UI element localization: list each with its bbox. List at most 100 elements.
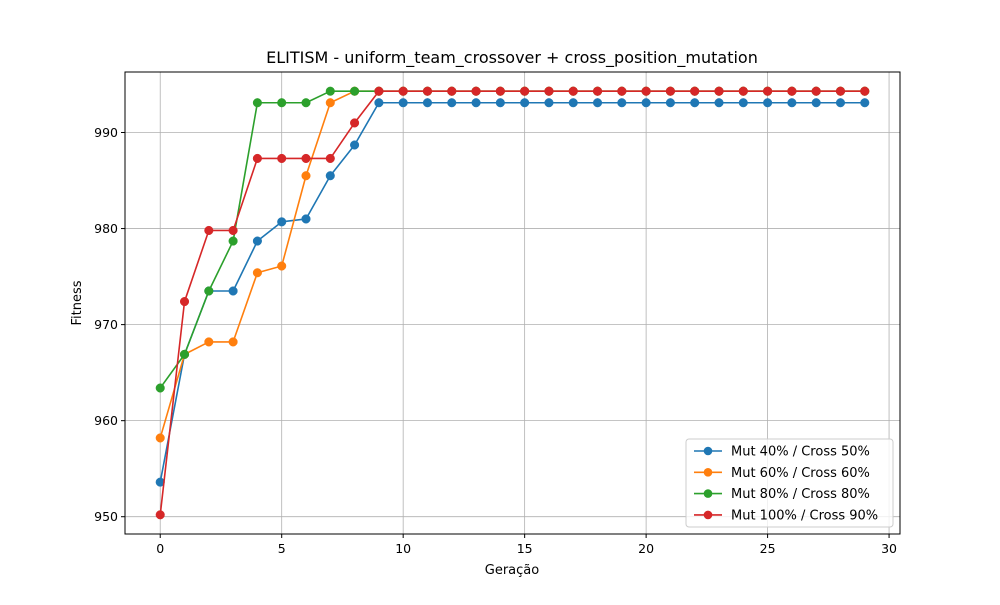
data-point xyxy=(471,86,481,96)
grid xyxy=(125,72,900,534)
series-layer xyxy=(155,86,870,520)
data-point xyxy=(301,153,311,163)
legend-marker xyxy=(703,446,713,456)
data-point xyxy=(228,337,238,347)
data-point xyxy=(860,86,870,96)
data-point xyxy=(325,171,335,181)
legend-entry: Mut 100% / Cross 90% xyxy=(694,508,878,523)
y-tick-label: 970 xyxy=(94,317,118,332)
data-point xyxy=(714,98,724,108)
x-tick-label: 15 xyxy=(517,541,533,556)
x-tick-label: 30 xyxy=(881,541,897,556)
legend-entry: Mut 40% / Cross 50% xyxy=(694,445,870,460)
data-point xyxy=(690,98,700,108)
data-point xyxy=(738,86,748,96)
data-point xyxy=(325,86,335,96)
x-tick-label: 25 xyxy=(760,541,776,556)
data-point xyxy=(277,98,287,108)
x-axis-label: Geração xyxy=(485,563,539,578)
data-point xyxy=(714,86,724,96)
data-point xyxy=(544,98,554,108)
data-point xyxy=(617,98,627,108)
data-point xyxy=(325,153,335,163)
chart-title: ELITISM - uniform_team_crossover + cross… xyxy=(266,48,758,68)
legend-marker xyxy=(703,468,713,477)
data-point xyxy=(228,236,238,246)
series-4 xyxy=(155,86,870,520)
data-point xyxy=(179,297,190,307)
data-point xyxy=(568,98,578,108)
data-point xyxy=(398,98,408,108)
data-point xyxy=(592,98,603,108)
data-point xyxy=(835,86,846,96)
data-point xyxy=(350,140,360,150)
legend-label: Mut 100% / Cross 90% xyxy=(731,508,878,523)
y-tick-label: 950 xyxy=(94,509,118,524)
data-point xyxy=(641,98,651,108)
data-point xyxy=(179,349,190,359)
data-point xyxy=(277,217,287,227)
data-point xyxy=(422,98,433,108)
data-point xyxy=(763,86,773,96)
data-point xyxy=(495,86,505,96)
x-tick-label: 0 xyxy=(156,541,164,556)
x-tick-label: 10 xyxy=(395,541,411,556)
legend-label: Mut 40% / Cross 50% xyxy=(731,445,870,460)
data-point xyxy=(495,98,505,108)
data-point xyxy=(422,86,433,96)
data-point xyxy=(325,98,335,108)
data-point xyxy=(204,337,214,347)
data-point xyxy=(690,86,700,96)
data-point xyxy=(155,383,165,393)
legend-marker xyxy=(703,510,713,520)
data-point xyxy=(763,98,773,108)
data-point xyxy=(155,433,165,443)
data-point xyxy=(617,86,627,96)
data-point xyxy=(301,171,311,181)
y-tick-label: 960 xyxy=(94,413,118,428)
data-point xyxy=(252,153,262,163)
data-point xyxy=(665,86,675,96)
plot-frame xyxy=(124,71,901,535)
legend-entry: Mut 60% / Cross 60% xyxy=(694,466,870,481)
data-point xyxy=(277,261,287,271)
data-point xyxy=(787,86,797,96)
data-point xyxy=(835,98,846,108)
data-point xyxy=(252,98,262,108)
legend-marker xyxy=(703,489,713,498)
y-tick-label: 980 xyxy=(94,221,118,236)
x-tick-label: 20 xyxy=(638,541,654,556)
ticks: 0 5 10 15 20 25 30 950 960 970 980 990 xyxy=(94,125,897,556)
data-point xyxy=(544,86,554,96)
data-point xyxy=(301,214,311,224)
legend-entry: Mut 80% / Cross 80% xyxy=(694,487,870,502)
data-point xyxy=(447,86,457,96)
data-point xyxy=(252,236,262,246)
legend-label: Mut 80% / Cross 80% xyxy=(731,487,870,502)
data-point xyxy=(738,98,748,108)
data-point xyxy=(277,153,287,163)
legend-label: Mut 60% / Cross 60% xyxy=(731,466,870,481)
data-point xyxy=(228,286,238,296)
data-point xyxy=(860,98,870,108)
data-point xyxy=(471,98,481,108)
data-point xyxy=(350,86,360,96)
data-point xyxy=(568,86,578,96)
data-point xyxy=(155,510,165,520)
data-point xyxy=(204,286,214,296)
data-point xyxy=(787,98,797,108)
data-point xyxy=(252,268,262,278)
y-tick-label: 990 xyxy=(94,125,118,140)
y-axis-label: Fitness xyxy=(70,280,85,325)
legend-box xyxy=(685,438,894,528)
data-point xyxy=(301,98,311,108)
data-point xyxy=(641,86,651,96)
data-point xyxy=(520,86,530,96)
data-point xyxy=(398,86,408,96)
data-point xyxy=(811,86,821,96)
data-point xyxy=(350,118,360,128)
data-point xyxy=(447,98,457,108)
data-point xyxy=(520,98,530,108)
legend: Mut 40% / Cross 50% Mut 60% / Cross 60% Mu… xyxy=(685,438,894,528)
